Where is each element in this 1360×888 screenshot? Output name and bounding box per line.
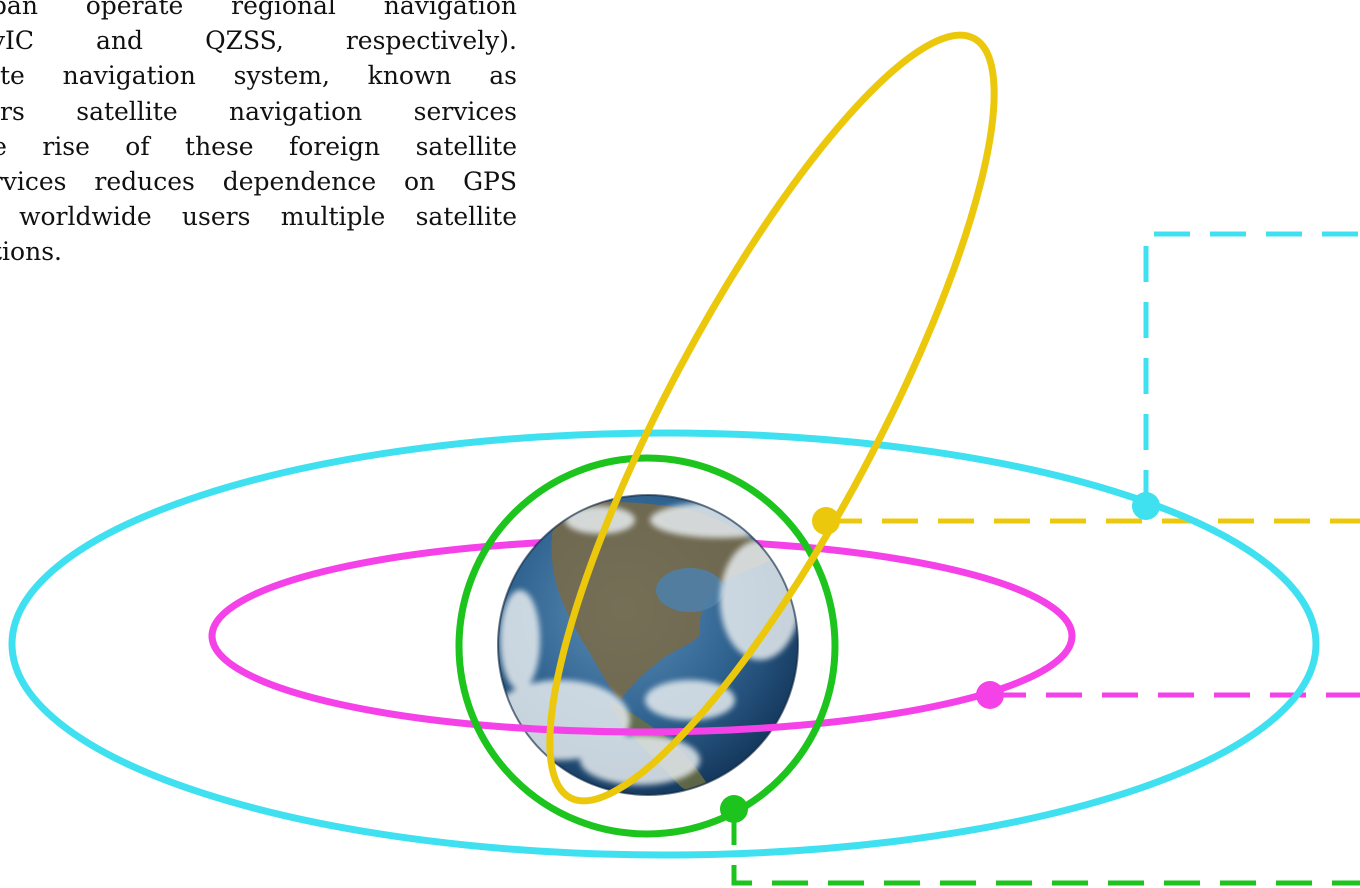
- paragraph-line: ptions.: [0, 237, 62, 267]
- outer-orbit-satellite: [1132, 492, 1160, 520]
- inclined-orbit: [546, 31, 998, 805]
- paragraph-line: he rise of these foreign satellite: [0, 131, 517, 161]
- paragraph-line: ervices reduces dependence on GPS: [0, 167, 517, 197]
- circular-orbit-satellite: [720, 795, 748, 823]
- paragraph-line: avIC and QZSS, respectively).: [0, 26, 517, 56]
- paragraph-line: fers satellite navigation services: [0, 96, 517, 126]
- earth-globe: [497, 494, 799, 796]
- circular-orbit-connector: [731, 809, 1360, 886]
- outer-orbit-front: [8, 643, 1320, 859]
- inner-orbit-front: [208, 635, 1076, 736]
- description-paragraph: apan operate regional navigation avIC an…: [0, 0, 517, 270]
- paragraph-line: apan operate regional navigation: [0, 0, 517, 20]
- circular-orbit: [455, 454, 839, 838]
- outer-orbit-connector: [1143, 231, 1360, 506]
- paragraph-line: llite navigation system, known as: [0, 61, 517, 91]
- outer-orbit-back: [8, 429, 1320, 645]
- inclined-orbit-satellite: [812, 507, 840, 535]
- inner-orbit-satellite: [976, 681, 1004, 709]
- paragraph-line: s worldwide users multiple satellite: [0, 202, 517, 232]
